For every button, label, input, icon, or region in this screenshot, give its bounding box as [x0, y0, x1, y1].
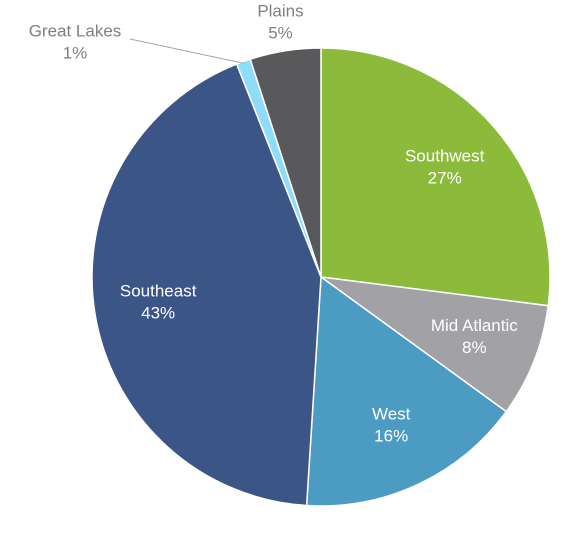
leader-line	[129, 38, 245, 64]
slice-value: 27%	[428, 168, 462, 187]
slice-label: Great Lakes	[29, 21, 122, 40]
slice-value: 5%	[268, 24, 293, 43]
slice-label: West	[372, 405, 411, 424]
slice-value: 8%	[462, 338, 487, 357]
slice-value: 16%	[374, 427, 408, 446]
pie-slice	[320, 276, 550, 413]
slice-label: Plains	[257, 2, 303, 21]
slice-value: 43%	[141, 303, 175, 322]
pie-slice	[305, 275, 508, 507]
pie-slice	[91, 63, 322, 507]
slice-label: Mid Atlantic	[431, 316, 518, 335]
pie-slice	[249, 47, 322, 278]
pie-slice	[320, 47, 551, 307]
slice-label: Southwest	[405, 146, 485, 165]
slice-value: 1%	[63, 43, 88, 62]
slice-label: Southeast	[120, 281, 197, 300]
